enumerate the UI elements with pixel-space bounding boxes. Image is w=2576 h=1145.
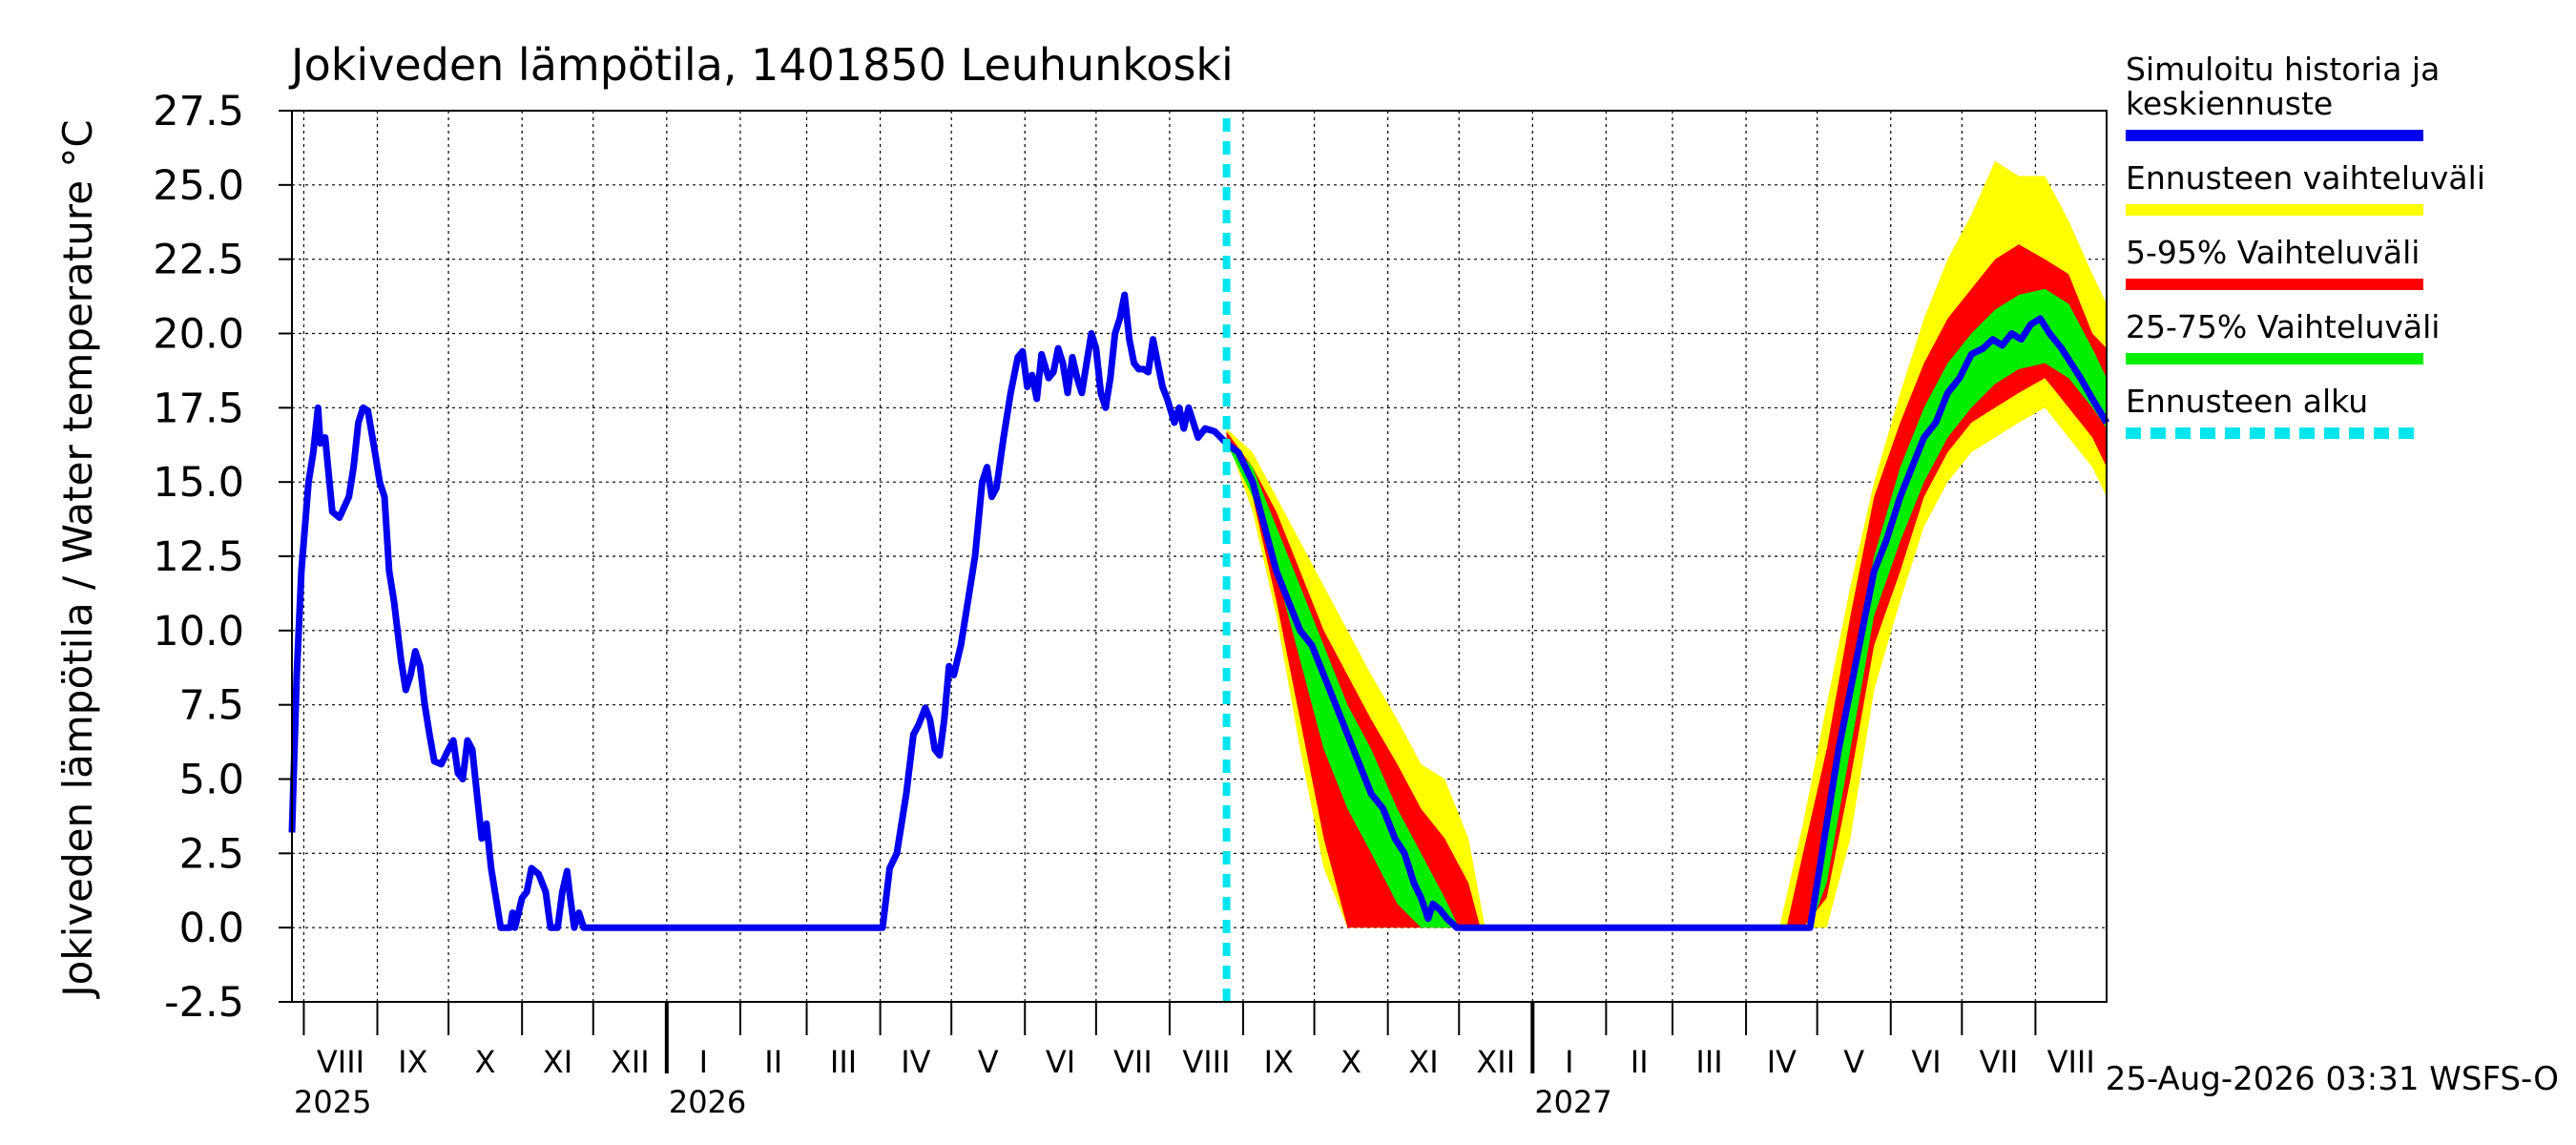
legend-label: Simuloitu historia ja	[2126, 51, 2440, 88]
legend-label: keskiennuste	[2126, 85, 2333, 122]
chart-title: Jokiveden lämpötila, 1401850 Leuhunkoski	[288, 39, 1234, 91]
series-line	[288, 291, 2110, 931]
x-tick-label: II	[1631, 1044, 1649, 1080]
x-tick-label: XI	[1408, 1044, 1438, 1080]
y-axis: 27.5 25.0 22.5 20.0 17.5 15.0 12.5 10.0 7.5 5.0 2.…	[153, 88, 292, 1027]
x-tick-label: VIII	[317, 1044, 364, 1080]
x-tick-label: IV	[901, 1044, 930, 1080]
band-area	[1226, 431, 1481, 928]
x-tick-label: I	[1565, 1044, 1573, 1080]
y-tick-label: 7.5	[179, 682, 244, 730]
series-lines	[288, 118, 2110, 1002]
x-tick-label: IV	[1767, 1044, 1797, 1080]
x-tick-label: VI	[1046, 1044, 1075, 1080]
x-tick-label: VIII	[1182, 1044, 1230, 1080]
y-tick-label: 2.5	[179, 830, 244, 878]
legend-label: 5-95% Vaihteluväli	[2126, 234, 2420, 271]
y-tick-label: 0.0	[179, 905, 244, 952]
x-tick-label: XII	[1476, 1044, 1515, 1080]
legend-label: Ennusteen vaihteluväli	[2126, 159, 2485, 197]
y-tick-label: -2.5	[164, 979, 244, 1027]
x-tick-label: X	[475, 1044, 496, 1080]
x-tick-label: VIII	[2047, 1044, 2095, 1080]
x-tick-label: IX	[1264, 1044, 1294, 1080]
y-tick-label: 22.5	[153, 237, 244, 284]
x-tick-label: IX	[398, 1044, 427, 1080]
legend-label: Ennusteen alku	[2126, 383, 2368, 420]
y-tick-label: 15.0	[153, 459, 244, 507]
grid-lines	[292, 110, 2107, 1003]
x-tick-label: V	[978, 1044, 999, 1080]
year-label: 2027	[1534, 1084, 1611, 1120]
x-tick-label: III	[1695, 1044, 1722, 1080]
year-label: 2026	[669, 1084, 746, 1120]
x-tick-label: VII	[1113, 1044, 1153, 1080]
y-tick-label: 27.5	[153, 88, 244, 135]
band-area	[1226, 437, 1460, 928]
y-axis-label: Jokiveden lämpötila / Water temperature …	[54, 119, 101, 1000]
x-tick-label: XII	[611, 1044, 650, 1080]
legend-label: 25-75% Vaihteluväli	[2126, 308, 2440, 345]
x-tick-label: III	[830, 1044, 857, 1080]
x-tick-label: V	[1843, 1044, 1864, 1080]
timestamp-footer: 25-Aug-2026 03:31 WSFS-O	[2106, 1060, 2559, 1098]
x-tick-label: I	[699, 1044, 708, 1080]
x-axis: VIII IX X XI XII I II III IV V VI VII VIII IX X XI XII I I…	[294, 1002, 2095, 1120]
y-tick-label: 25.0	[153, 162, 244, 210]
y-tick-label: 17.5	[153, 385, 244, 432]
y-tick-label: 10.0	[153, 608, 244, 656]
y-tick-label: 5.0	[179, 757, 244, 804]
forecast-bands	[1226, 160, 2107, 928]
year-label: 2025	[294, 1084, 371, 1120]
x-tick-label: II	[764, 1044, 782, 1080]
x-tick-label: VII	[1979, 1044, 2018, 1080]
x-tick-label: X	[1340, 1044, 1361, 1080]
x-tick-label: VI	[1911, 1044, 1941, 1080]
y-tick-label: 20.0	[153, 311, 244, 359]
x-tick-label: XI	[543, 1044, 572, 1080]
y-tick-label: 12.5	[153, 533, 244, 581]
